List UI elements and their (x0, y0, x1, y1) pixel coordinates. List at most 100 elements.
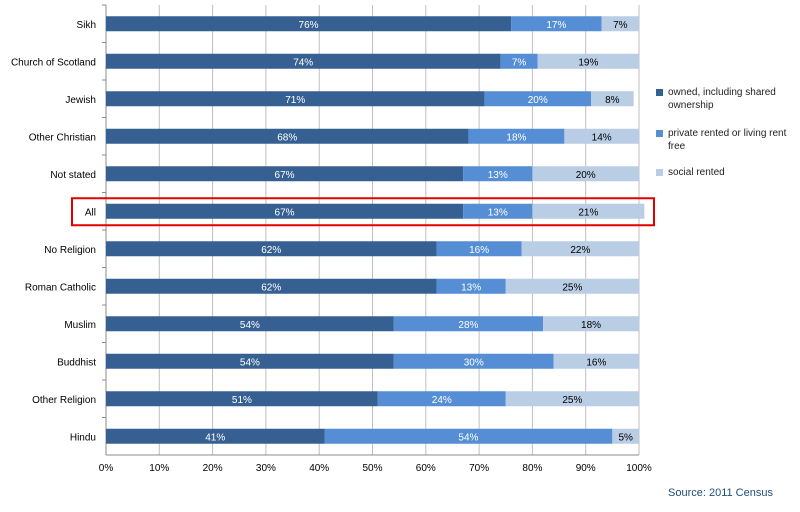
category-label-hindu: Hindu (70, 432, 96, 443)
data-label: 30% (464, 357, 484, 368)
data-label: 62% (261, 245, 281, 256)
data-label: 5% (618, 432, 633, 443)
bar-segment-sikh-2 (601, 16, 639, 32)
data-label: 67% (275, 170, 295, 181)
category-label-other-religion: Other Religion (32, 395, 96, 406)
bar-segment-not-stated-2 (532, 166, 639, 182)
bar-segment-other-religion-1 (377, 391, 506, 407)
data-label: 76% (299, 20, 319, 31)
data-label: 18% (506, 132, 526, 143)
bar-segment-church-of-scotland-2 (537, 53, 639, 69)
data-label: 68% (277, 132, 297, 143)
bar-segment-not-stated-0 (106, 166, 464, 182)
bar-segment-hindu-0 (106, 428, 325, 444)
bar-segment-church-of-scotland-1 (500, 53, 538, 69)
data-label: 41% (205, 432, 225, 443)
x-tick-label: 70% (469, 463, 489, 474)
bar-segment-other-religion-2 (505, 391, 639, 407)
bar-segment-muslim-0 (106, 316, 394, 332)
x-tick-label: 60% (416, 463, 436, 474)
data-label: 17% (546, 20, 566, 31)
bar-segment-sikh-1 (511, 16, 602, 32)
data-label: 54% (240, 320, 260, 331)
data-label: 16% (469, 245, 489, 256)
bar-segment-other-christian-1 (468, 128, 565, 144)
data-label: 25% (562, 395, 582, 406)
x-tick-label: 20% (203, 463, 223, 474)
data-label: 13% (488, 170, 508, 181)
data-label: 14% (592, 132, 612, 143)
data-label: 18% (581, 320, 601, 331)
legend-label-social-rented: social rented (668, 167, 725, 178)
category-label-other-christian: Other Christian (29, 132, 96, 143)
bar-segment-buddhist-0 (106, 353, 394, 369)
x-tick-label: 50% (362, 463, 382, 474)
bar-segment-jewish-0 (106, 91, 485, 107)
bar-segment-other-religion-0 (106, 391, 378, 407)
x-tick-label: 10% (149, 463, 169, 474)
bar-segment-jewish-1 (484, 91, 592, 107)
bar-segment-other-christian-2 (564, 128, 639, 144)
bar-segment-not-stated-1 (463, 166, 533, 182)
bar-segment-jewish-2 (591, 91, 634, 107)
source-note: Source: 2011 Census (668, 487, 773, 499)
bar-segment-hindu-2 (612, 428, 639, 444)
bar-segment-roman-catholic-0 (106, 278, 437, 294)
bar-segment-all-1 (463, 203, 533, 219)
data-label: 20% (528, 95, 548, 106)
data-label: 51% (232, 395, 252, 406)
x-tick-label: 100% (626, 463, 652, 474)
legend-swatch-owned (656, 89, 663, 96)
category-label-not-stated: Not stated (50, 170, 96, 181)
data-label: 7% (613, 20, 628, 31)
bar-segment-other-christian-0 (106, 128, 469, 144)
data-label: 62% (261, 282, 281, 293)
data-label: 25% (562, 282, 582, 293)
x-tick-label: 40% (309, 463, 329, 474)
legend-swatch-private-rented (656, 130, 663, 137)
data-label: 54% (240, 357, 260, 368)
data-label: 22% (570, 245, 590, 256)
legend-swatch-social-rented (656, 169, 663, 176)
bar-segment-all-2 (532, 203, 645, 219)
category-label-church-of-scotland: Church of Scotland (11, 57, 96, 68)
highlight-box (71, 197, 655, 227)
data-label: 74% (293, 57, 313, 68)
data-label: 71% (285, 95, 305, 106)
legend-label-owned: owned, including shared ownership (668, 87, 776, 111)
bar-segment-all-0 (106, 203, 464, 219)
category-label-buddhist: Buddhist (57, 357, 96, 368)
category-label-muslim: Muslim (64, 320, 96, 331)
bar-segment-muslim-2 (543, 316, 639, 332)
category-label-roman-catholic: Roman Catholic (25, 282, 96, 293)
data-label: 7% (512, 57, 527, 68)
bar-segment-muslim-1 (393, 316, 544, 332)
data-label: 20% (576, 170, 596, 181)
legend-label-private-rented: private rented or living rent free (668, 128, 787, 152)
bar-segment-sikh-0 (106, 16, 512, 32)
bar-segment-roman-catholic-2 (505, 278, 639, 294)
data-label: 16% (586, 357, 606, 368)
x-tick-label: 0% (99, 463, 114, 474)
data-label: 21% (578, 207, 598, 218)
bar-segment-no-religion-0 (106, 241, 437, 257)
bar-segment-no-religion-2 (521, 241, 639, 257)
data-label: 13% (488, 207, 508, 218)
bar-segment-buddhist-1 (393, 353, 554, 369)
bar-segment-no-religion-1 (436, 241, 522, 257)
data-label: 67% (275, 207, 295, 218)
data-label: 19% (578, 57, 598, 68)
x-tick-label: 30% (256, 463, 276, 474)
category-label-sikh: Sikh (77, 20, 96, 31)
data-label: 54% (458, 432, 478, 443)
x-tick-label: 90% (576, 463, 596, 474)
bar-segment-church-of-scotland-0 (106, 53, 501, 69)
bar-segment-hindu-1 (324, 428, 613, 444)
data-label: 13% (461, 282, 481, 293)
category-label-all: All (85, 207, 96, 218)
bar-segment-roman-catholic-1 (436, 278, 506, 294)
data-label: 8% (605, 95, 620, 106)
category-label-no-religion: No Religion (44, 245, 96, 256)
category-label-jewish: Jewish (65, 95, 96, 106)
